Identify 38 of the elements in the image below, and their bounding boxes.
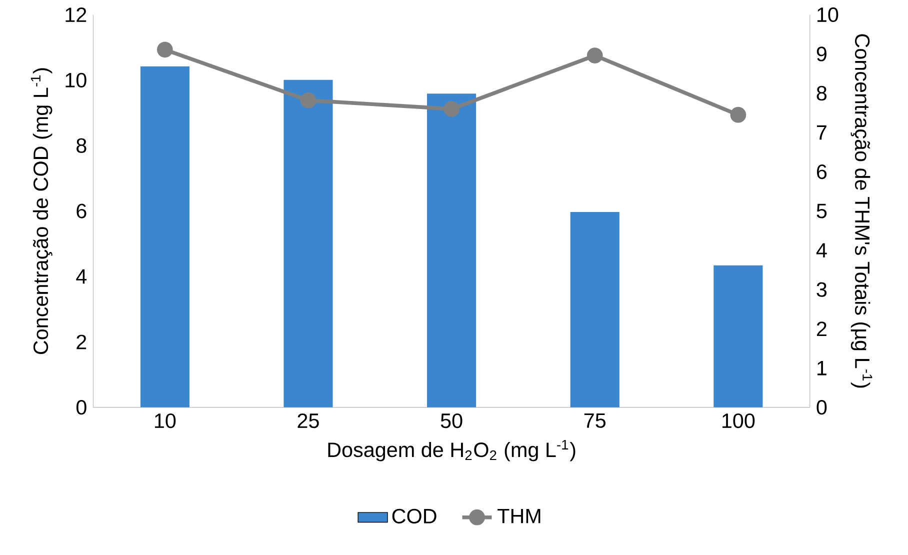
x-tick-label: 25 bbox=[298, 414, 319, 428]
bar bbox=[284, 80, 333, 408]
y-tick-label: 8 bbox=[76, 138, 86, 154]
y2-tick-label: 6 bbox=[816, 164, 827, 180]
y-tick-label: 2 bbox=[76, 334, 86, 350]
point bbox=[586, 48, 603, 64]
y-tick-label: 12 bbox=[66, 8, 86, 22]
y2-tick-label: 0 bbox=[816, 400, 827, 415]
y-tick-label: 6 bbox=[76, 204, 86, 219]
y2-tick-label: 4 bbox=[816, 243, 827, 258]
point bbox=[444, 101, 460, 118]
x-axis-title: Dosagem de H$_{2}$O$_{2}$ (mg L$^{-1}$) bbox=[328, 440, 576, 462]
x-tick-label: 75 bbox=[584, 414, 606, 428]
y2-tick-label: 7 bbox=[816, 126, 826, 140]
y-tick-label: 4 bbox=[76, 270, 87, 284]
y2-tick-label: 2 bbox=[816, 322, 826, 336]
legend-label: THM bbox=[498, 509, 540, 524]
y2-axis-title: Concentração de THM's Totais (µg L$^{-1}$) bbox=[850, 34, 872, 388]
bar bbox=[140, 66, 190, 408]
y-tick-label: 10 bbox=[66, 73, 86, 88]
point bbox=[730, 107, 746, 123]
y2-tick-label: 1 bbox=[817, 361, 826, 376]
bar bbox=[427, 94, 476, 408]
x-tick-label: 50 bbox=[440, 414, 462, 428]
y-axis-title: Concentração de COD (mg L$^{-1}$) bbox=[30, 68, 52, 354]
x-tick-label: 100 bbox=[722, 414, 755, 428]
y2-tick-label: 3 bbox=[816, 282, 827, 298]
y2-tick-label: 9 bbox=[816, 46, 826, 62]
point bbox=[156, 42, 173, 58]
x-tick-label: 10 bbox=[154, 414, 176, 428]
y2-tick-label: 8 bbox=[816, 86, 827, 101]
bar bbox=[570, 212, 620, 408]
bar bbox=[714, 266, 763, 408]
point bbox=[300, 92, 316, 108]
y-tick-label: 0 bbox=[76, 400, 86, 415]
y2-tick-label: 5 bbox=[816, 204, 827, 218]
y2-tick-label: 10 bbox=[817, 8, 838, 22]
legend-label: COD bbox=[392, 509, 436, 524]
